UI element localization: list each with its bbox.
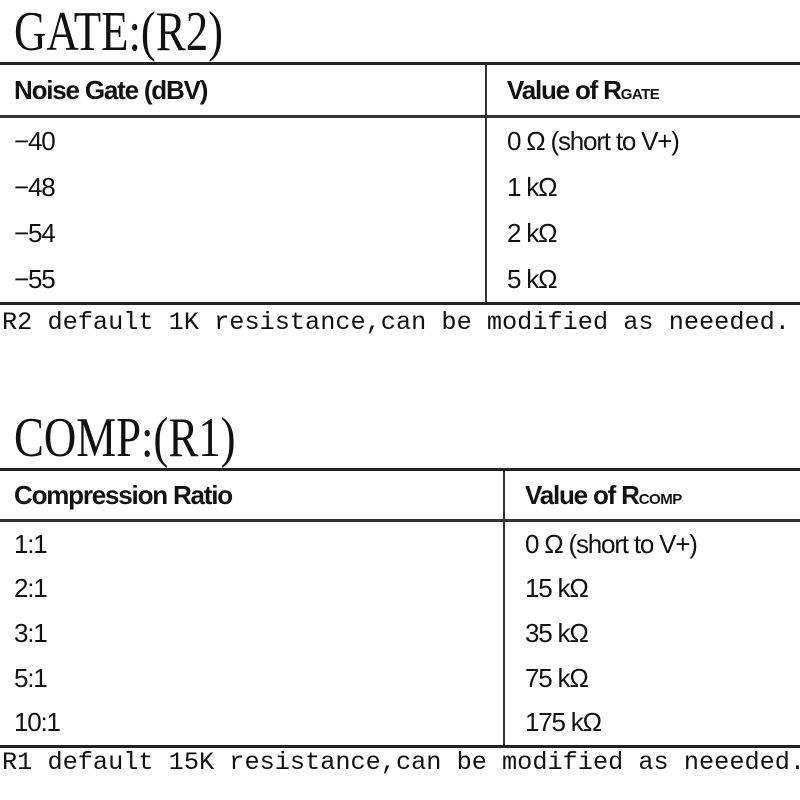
ratio-cell: 3:1 [14,617,48,648]
table-header-row: Noise Gate (dBV) Value of R GATE [0,65,800,118]
table-row: 5:1 75 kΩ [0,655,800,701]
value-cell: 2 kΩ [485,210,800,256]
gate-cell: −48 [14,171,56,202]
value-cell: 5 kΩ [485,256,800,302]
header-main: Value of R [525,479,640,510]
value-cell: 175 kΩ [503,700,800,745]
header-main: Value of R [507,74,622,105]
table-row: 1:1 0 Ω (short to V+) [0,522,800,567]
gate-cell: −55 [14,263,56,294]
header-value-rgate: Value of R GATE [485,65,800,115]
table-row: −40 0 Ω (short to V+) [0,118,800,164]
value-cell: 75 kΩ [503,655,800,701]
value-cell: 0 Ω (short to V+) [485,118,800,164]
gate-cell: −54 [14,217,56,248]
comp-caption: R1 default 15K resistance,can be modifie… [2,748,800,777]
comp-section-title: COMP:(R1) [14,407,236,469]
header-compression-ratio: Compression Ratio [14,479,233,510]
compression-table: Compression Ratio Value of R COMP 1:1 0 Ω … [0,468,800,748]
table-header-row: Compression Ratio Value of R COMP [0,471,800,522]
table-row: −55 5 kΩ [0,256,800,302]
gate-section-title: GATE:(R2) [14,1,224,63]
table-row: −48 1 kΩ [0,164,800,210]
value-cell: 15 kΩ [503,566,800,612]
header-value-rcomp: Value of R COMP [503,471,800,519]
value-cell: 0 Ω (short to V+) [503,522,800,567]
table-row: 2:1 15 kΩ [0,566,800,612]
ratio-cell: 1:1 [14,528,48,559]
noise-gate-table: Noise Gate (dBV) Value of R GATE −40 0 Ω (… [0,62,800,305]
value-cell: 35 kΩ [503,611,800,656]
ratio-cell: 10:1 [14,707,61,738]
value-cell: 1 kΩ [485,164,800,210]
gate-cell: −40 [14,125,56,156]
header-subscript: COMP [638,490,683,508]
table-row: 3:1 35 kΩ [0,611,800,656]
table-row: −54 2 kΩ [0,210,800,256]
ratio-cell: 5:1 [14,662,48,693]
header-noise-gate: Noise Gate (dBV) [14,74,208,105]
ratio-cell: 2:1 [14,573,48,604]
table-row: 10:1 175 kΩ [0,700,800,745]
gate-caption: R2 default 1K resistance,can be modified… [2,308,790,337]
header-subscript: GATE [620,85,660,103]
